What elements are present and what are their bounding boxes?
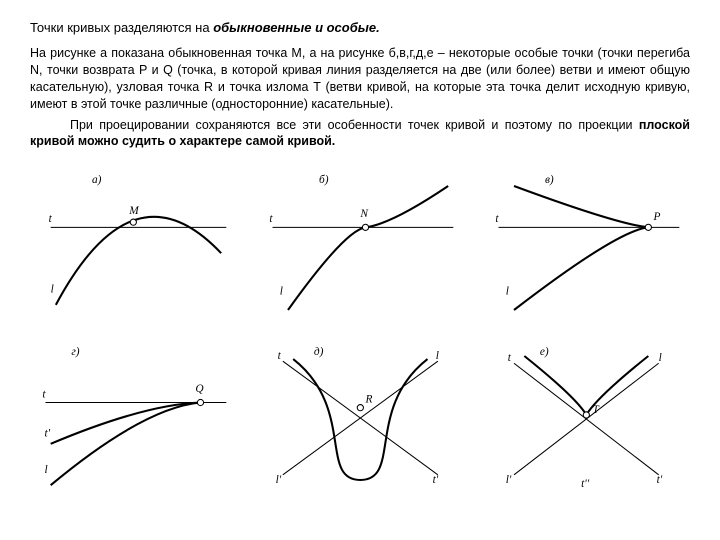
title-em: обыкновенные и особые.: [213, 20, 380, 35]
title-pre: Точки кривых разделяются на: [30, 20, 213, 35]
cap-d: д): [313, 346, 323, 358]
fig-d: д) R t l l' t': [257, 338, 464, 498]
lbl-b-l: l: [279, 286, 282, 298]
p1-text: На рисунке а показана обыкновенная точка…: [30, 46, 690, 111]
lbl-v-l: l: [506, 286, 509, 298]
cap-b: б): [319, 174, 329, 186]
lbl-b-pt: N: [359, 208, 369, 220]
lbl-d-l: l: [435, 350, 438, 362]
lbl-b-t: t: [269, 213, 273, 225]
lbl-a-pt: M: [128, 205, 139, 217]
lbl-d-l2: l': [275, 474, 281, 486]
cap-a: a): [92, 174, 102, 186]
fig-a: a) M t l: [30, 168, 237, 328]
cap-g: г): [71, 346, 79, 358]
lbl-g-t2: t': [44, 428, 50, 440]
lbl-e-l2: l': [506, 474, 512, 486]
fig-v: в) P t l: [483, 168, 690, 328]
lbl-e-t: t: [508, 352, 512, 364]
lbl-g-l: l: [44, 464, 47, 476]
lbl-d-pt: R: [364, 394, 372, 406]
lbl-v-t: t: [496, 213, 500, 225]
paragraph-1: На рисунке а показана обыкновенная точка…: [30, 45, 690, 113]
cap-e: е): [540, 346, 549, 358]
paragraph-2: При проецировании сохраняются все эти ос…: [30, 117, 690, 151]
lbl-e-pt: T: [593, 404, 600, 416]
lbl-e-l: l: [659, 352, 662, 364]
fig-g: г) Q t t' l: [30, 338, 237, 498]
title: Точки кривых разделяются на обыкновенные…: [30, 20, 690, 35]
cap-v: в): [545, 174, 554, 186]
p2-pre: При проецировании сохраняются все эти ос…: [70, 118, 639, 132]
lbl-a-t: t: [49, 213, 53, 225]
lbl-d-t2: t': [432, 474, 438, 486]
fig-b: б) N t l: [257, 168, 464, 328]
figures-grid: a) M t l б) N t l в) P t l: [30, 168, 690, 478]
fig-e: е) T t l l' t' t'': [483, 338, 690, 498]
lbl-d-t: t: [277, 350, 281, 362]
lbl-a-l: l: [51, 284, 54, 296]
lbl-g-pt: Q: [195, 383, 203, 395]
lbl-e-t2: t': [657, 474, 663, 486]
lbl-e-t3: t'': [581, 478, 590, 490]
lbl-g-t: t: [42, 389, 46, 401]
lbl-v-pt: P: [653, 211, 661, 223]
